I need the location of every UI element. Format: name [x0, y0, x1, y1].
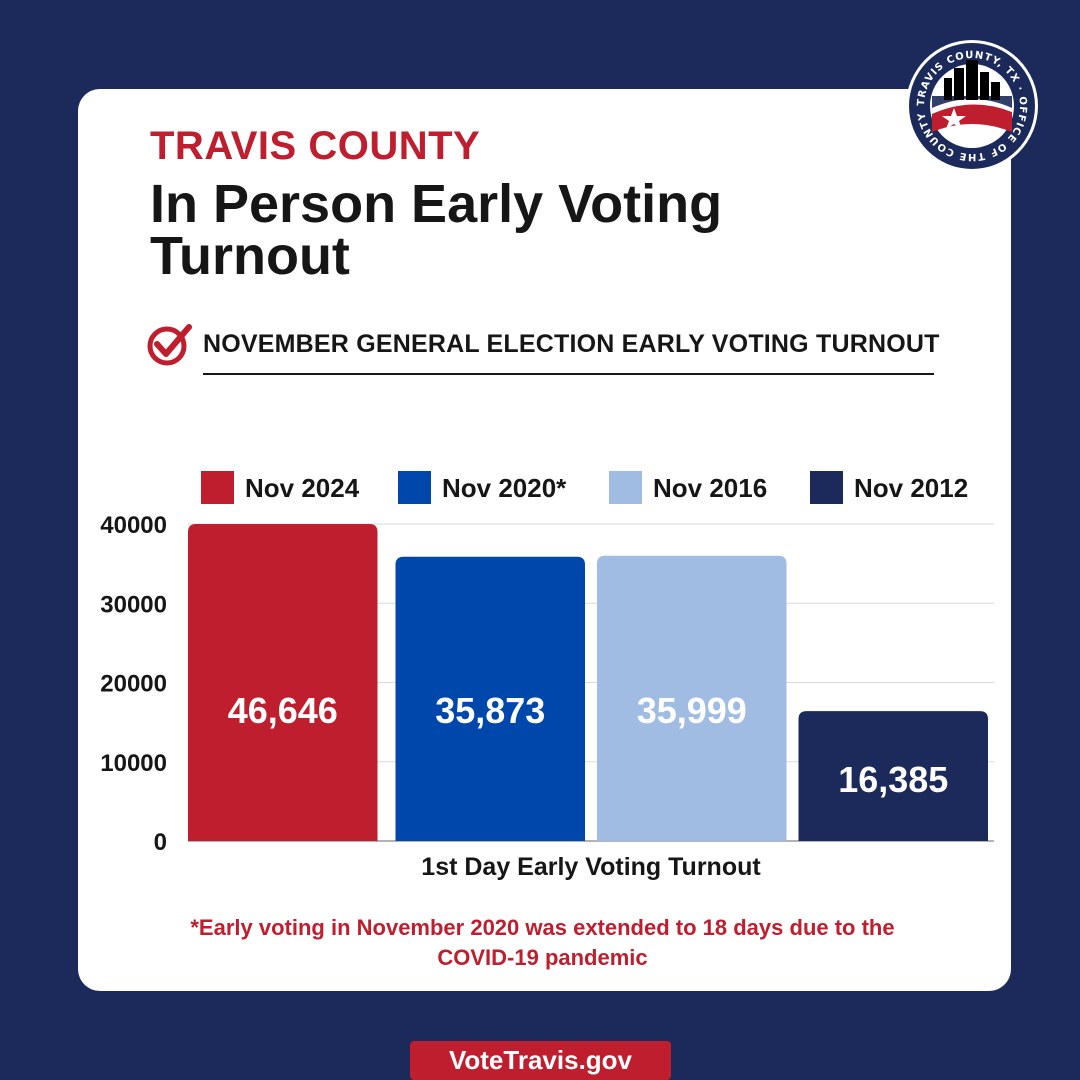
bar-nov-2012: [798, 711, 988, 841]
y-tick-label: 10000: [100, 750, 167, 777]
data-label: 35,873: [435, 690, 545, 731]
legend: Nov 2024 Nov 2020* Nov 2016 Nov 2012: [201, 471, 968, 504]
y-tick-label: 20000: [100, 671, 167, 698]
y-tick-label: 0: [154, 829, 167, 856]
chart-subtitle: NOVEMBER GENERAL ELECTION EARLY VOTING T…: [203, 330, 940, 358]
legend-swatch: [609, 471, 642, 504]
page-title: In Person Early Voting Turnout: [150, 174, 723, 286]
legend-label: Nov 2020*: [442, 473, 567, 503]
bars: 46,646 35,873 35,999 16,385: [188, 524, 988, 841]
legend-swatch: [810, 471, 843, 504]
county-clerk-seal: TRAVIS COUNTY, TX · OFFICE OF THE COUNTY…: [904, 38, 1038, 172]
legend-swatch: [201, 471, 234, 504]
y-tick-label: 30000: [100, 591, 167, 618]
x-axis-label: 1st Day Early Voting Turnout: [421, 853, 761, 881]
bar-nov-2024: [188, 524, 378, 841]
y-tick-label: 40000: [100, 512, 167, 539]
legend-swatch: [398, 471, 431, 504]
county-heading: TRAVIS COUNTY: [150, 124, 481, 168]
footnote: *Early voting in November 2020 was exten…: [190, 915, 895, 970]
legend-label: Nov 2012: [854, 473, 968, 503]
data-label: 46,646: [228, 690, 338, 731]
bar-nov-2020: [395, 556, 585, 841]
website-link[interactable]: VoteTravis.gov: [410, 1041, 671, 1080]
data-label: 16,385: [838, 759, 948, 800]
data-label: 35,999: [637, 690, 747, 731]
legend-label: Nov 2016: [653, 473, 767, 503]
subtitle-divider: [203, 373, 934, 375]
bar-nov-2016: [597, 555, 787, 841]
legend-label: Nov 2024: [245, 473, 360, 503]
check-circle-icon: [147, 324, 192, 366]
y-axis-ticks: 40000 30000 20000 10000 0: [100, 512, 167, 856]
